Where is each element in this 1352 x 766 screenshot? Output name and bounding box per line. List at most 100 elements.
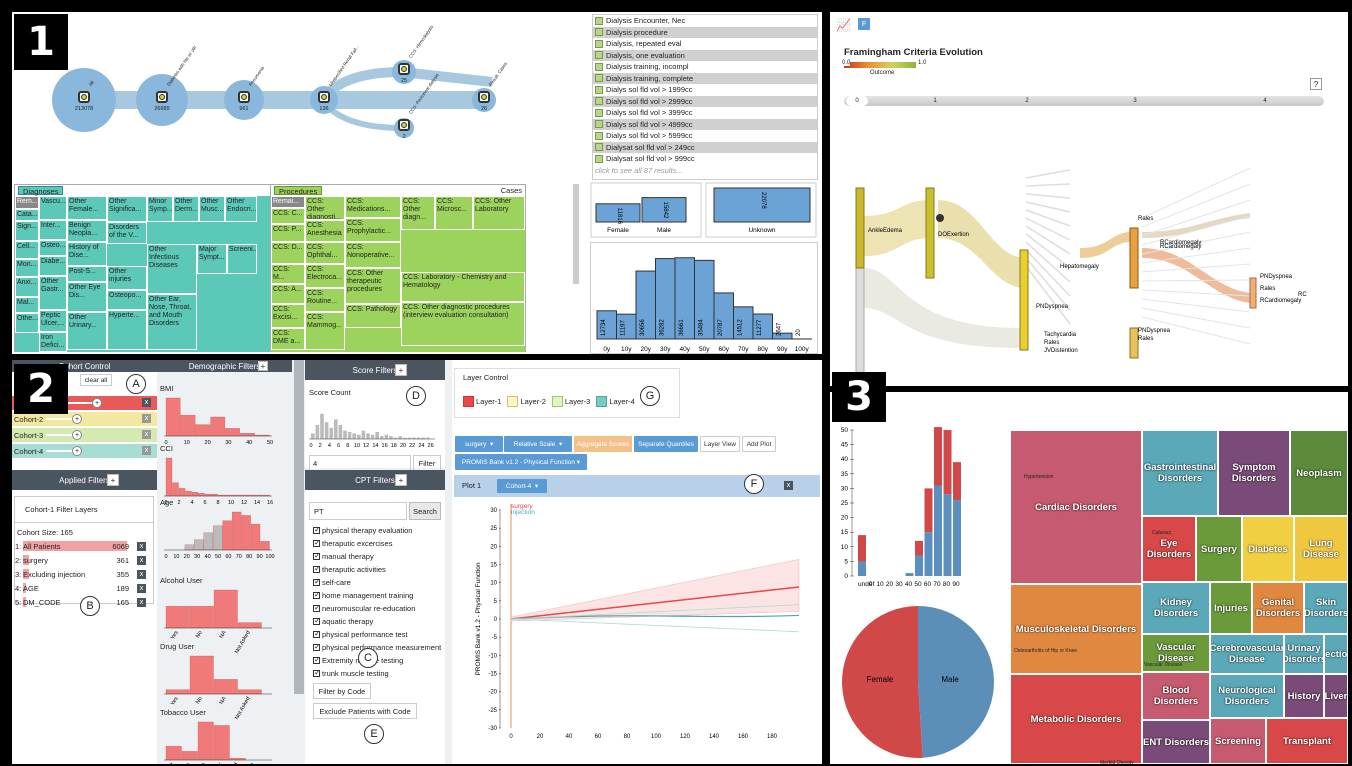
demo-bar[interactable] (237, 689, 262, 695)
cpt-checkbox[interactable]: self-care (313, 576, 445, 589)
procedure-cell[interactable]: CCS: Prophylactic... (345, 218, 401, 242)
list-item[interactable]: Dialys sol fld vol > 1999cc (593, 84, 817, 96)
score-input[interactable]: 4 (309, 455, 411, 471)
step-marker[interactable]: 3 (1133, 98, 1137, 104)
cpt-add[interactable]: + (395, 474, 407, 486)
cpt-checkbox[interactable]: theraputic activities (313, 563, 445, 576)
treemap-cell[interactable]: Neoplasm (1290, 430, 1348, 516)
demo-bar[interactable] (213, 679, 238, 695)
cohort-slider[interactable] (46, 434, 76, 436)
list-item[interactable]: Dialys sol fld vol > 3999cc (593, 107, 817, 119)
flow-node[interactable] (136, 74, 188, 126)
treemap-cell[interactable]: Skin Disorders (1304, 582, 1348, 634)
layer-legend-item[interactable]: Layer-2 (507, 396, 546, 407)
condition-treemap[interactable]: Cardiac Disorders Gastrointestinal Disord… (1010, 430, 1348, 764)
demo-histogram[interactable]: Yes No NA Not Asked (160, 586, 290, 656)
diagnosis-cell[interactable]: Iron Defici... (39, 332, 67, 352)
demo-bar[interactable] (232, 511, 242, 551)
diagnosis-cell[interactable]: Other Infectious Diseases (147, 244, 197, 294)
score-bar[interactable] (384, 434, 389, 439)
procedure-cell[interactable]: CCS: Microsc... (435, 196, 473, 230)
f-button[interactable]: F (858, 18, 870, 30)
plot-close-button[interactable]: x (784, 481, 793, 490)
diagnosis-cell[interactable]: History of Dise... (67, 242, 107, 266)
see-all-link[interactable]: click to see all 87 results... (595, 165, 683, 175)
demo-bar[interactable] (197, 721, 214, 761)
demo-bar[interactable] (180, 414, 196, 437)
chart-icon[interactable]: 📈 (836, 18, 851, 32)
demographic-add[interactable]: + (258, 361, 268, 371)
score-line-plot[interactable]: 30 25 20 15 10 5 0 -5 -10 -15 -20 -25 -30 PROMIS Bank… (454, 500, 820, 764)
treemap-cell[interactable]: Liver (1324, 674, 1348, 718)
cpt-checkbox[interactable]: home management training (313, 589, 445, 602)
list-item[interactable]: Dialysis training, incompl (593, 61, 817, 73)
treemap-cell[interactable]: Neurological Disorders (1210, 674, 1284, 718)
procedure-cell[interactable]: CCS: Other diagnosti... (305, 196, 345, 220)
treemap-cell[interactable]: Musculoskeletal Disorders (1010, 584, 1142, 674)
demo-bar[interactable] (195, 424, 211, 437)
layer-legend-item[interactable]: Layer-4 (596, 396, 635, 407)
pie-slice-male[interactable] (918, 606, 995, 758)
score-bar[interactable] (324, 422, 329, 439)
age-bar-blue[interactable] (934, 485, 942, 576)
layer-remove[interactable]: x (137, 541, 146, 551)
age-bar-blue[interactable] (924, 532, 933, 576)
treemap-cell[interactable]: Blood Disorders (1142, 672, 1210, 720)
treemap-cell[interactable]: Cerebrovascular Disease (1210, 634, 1284, 674)
layer-4-line[interactable] (510, 614, 800, 620)
demo-scrollbar[interactable] (294, 360, 304, 694)
demo-bar[interactable] (213, 525, 223, 551)
treemap-cell[interactable]: Genital Disorders (1252, 582, 1304, 634)
cohort-close[interactable]: x (142, 398, 151, 407)
surgery-dropdown[interactable]: surgery ▾ (455, 436, 503, 452)
treemap-cell[interactable]: Screening (1210, 718, 1266, 764)
treemap-cell[interactable]: Cardiac Disorders (1010, 430, 1142, 584)
score-bar[interactable] (347, 432, 352, 439)
layer-remove[interactable]: x (137, 583, 146, 593)
demo-bar[interactable] (165, 397, 181, 437)
procedure-cell[interactable]: CCS: Routine... (305, 288, 345, 312)
score-bar[interactable] (421, 437, 425, 439)
code-list[interactable]: Dialysis Encounter, Nec Dialysis procedur… (592, 14, 818, 180)
gender-bar[interactable] (713, 187, 811, 223)
diagnosis-cell[interactable]: Cata... (15, 209, 39, 221)
cpt-checkbox[interactable]: physical performance test (313, 628, 445, 641)
diagnosis-cell[interactable]: Other Endocri... (225, 196, 257, 222)
score-bar[interactable] (366, 433, 370, 439)
treemap-cell[interactable]: ENT Disorders (1142, 720, 1210, 764)
cohort-close[interactable]: x (142, 430, 151, 439)
step-marker[interactable]: 4 (1263, 98, 1267, 104)
demo-bar[interactable] (213, 725, 230, 761)
plot-cohort-dropdown[interactable]: Cohort-4 ▾ (497, 479, 547, 493)
score-bar[interactable] (343, 430, 347, 439)
demo-bar[interactable] (184, 544, 195, 551)
step-marker[interactable]: 2 (1025, 98, 1029, 104)
demo-bar[interactable] (237, 622, 262, 629)
demo-bar[interactable] (222, 520, 232, 551)
treemap-cell[interactable]: Lung Disease (1294, 516, 1348, 582)
flow-node[interactable] (394, 118, 414, 138)
demo-bar[interactable] (225, 428, 240, 437)
diagnosis-cell[interactable]: Diabe... (39, 256, 67, 276)
score-bar[interactable] (407, 437, 412, 439)
pie-slice-female[interactable] (842, 606, 923, 758)
procedure-cell[interactable]: CCS: Electroca... (305, 264, 345, 288)
procedure-cell[interactable]: CCS: Nonoperative... (345, 242, 401, 268)
procedure-cell[interactable]: CCS: M... (271, 264, 305, 284)
diagnosis-cell[interactable]: Other Significa... (107, 196, 147, 222)
score-bar[interactable] (352, 433, 356, 439)
score-bar[interactable] (311, 433, 315, 439)
diagnosis-cell[interactable]: Other Eye Dis... (67, 282, 107, 312)
demo-histogram[interactable]: Yes No NA Not Asked (160, 652, 290, 722)
age-bar-blue[interactable] (953, 500, 961, 576)
step-marker[interactable]: 0 (846, 96, 868, 106)
gender-bar[interactable] (641, 197, 687, 223)
cohort-row[interactable]: Cohort-2 + x (12, 412, 157, 426)
layer-view-button[interactable]: Layer View (700, 436, 740, 452)
layer-legend-item[interactable]: Layer-1 (463, 396, 501, 407)
treemap-cell[interactable]: Surgery (1196, 516, 1242, 582)
list-item[interactable]: Dialysat sol fld vol > 999cc (593, 153, 817, 165)
cohort-slider[interactable] (46, 402, 98, 404)
demo-bar[interactable] (191, 492, 199, 497)
score-bar[interactable] (329, 427, 333, 439)
